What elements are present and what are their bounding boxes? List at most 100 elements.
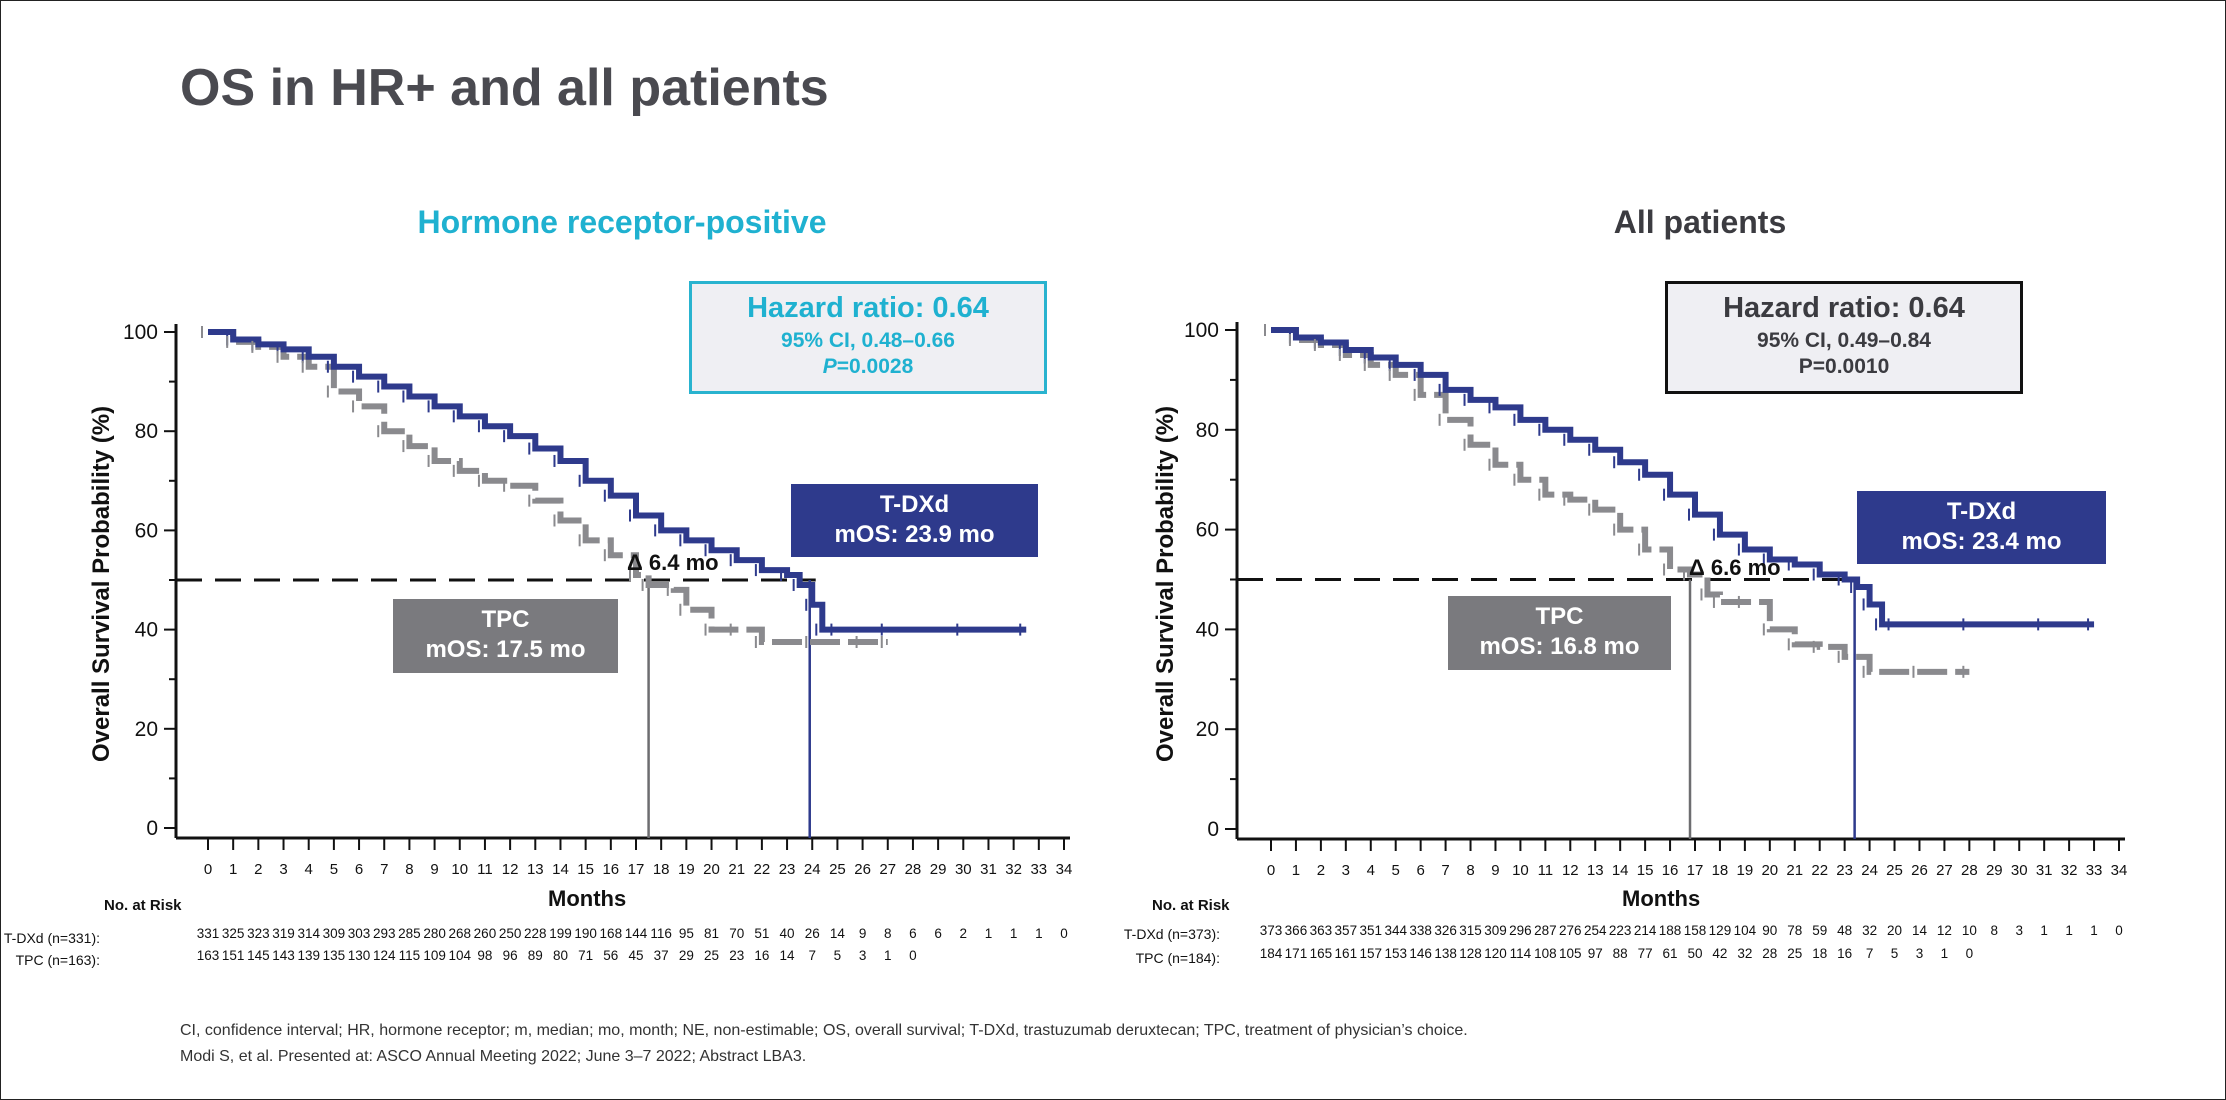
at-risk-value-tdxd: 1 (1010, 926, 1018, 941)
at-risk-value-tdxd: 3 (2015, 923, 2023, 938)
tpc-survival-curve (208, 329, 888, 645)
at-risk-value-tpc: 120 (1484, 946, 1507, 961)
at-risk-value-tdxd: 168 (600, 926, 623, 941)
x-tick-label: 27 (1936, 862, 1953, 879)
at-risk-value-tdxd: 228 (524, 926, 547, 941)
at-risk-header-left: No. at Risk (104, 897, 182, 914)
y-tick-label: 100 (123, 321, 158, 344)
at-risk-value-tdxd: 10 (1962, 923, 1977, 938)
tpc-label-mos: mOS: 17.5 mo (425, 636, 586, 663)
p-value: =0.0010 (1812, 355, 1890, 378)
at-risk-value-tpc: 109 (423, 948, 446, 963)
tpc-median-label-right: TPC mOS: 16.8 mo (1448, 596, 1671, 670)
tdxd-label-name: T-DXd (1946, 498, 2017, 525)
at-risk-value-tdxd: 1 (985, 926, 993, 941)
hazard-ratio-text: Hazard ratio: 0.64 (1723, 292, 1965, 324)
y-tick-label: 40 (1196, 618, 1219, 641)
p-value: =0.0028 (836, 355, 914, 378)
x-tick-label: 2 (254, 861, 262, 878)
at-risk-value-tdxd: 293 (373, 926, 396, 941)
y-tick-label: 0 (146, 817, 158, 840)
at-risk-value-tpc: 135 (323, 948, 346, 963)
at-risk-value-tdxd: 287 (1534, 923, 1557, 938)
at-risk-value-tdxd: 303 (348, 926, 371, 941)
at-risk-value-tpc: 98 (477, 948, 492, 963)
at-risk-value-tdxd: 214 (1634, 923, 1657, 938)
x-tick-label: 1 (229, 861, 237, 878)
at-risk-value-tdxd: 8 (884, 926, 892, 941)
at-risk-value-tpc: 71 (578, 948, 593, 963)
at-risk-value-tdxd: 190 (574, 926, 597, 941)
x-tick-label: 1 (1292, 862, 1300, 879)
at-risk-value-tdxd: 1 (1035, 926, 1043, 941)
at-risk-value-tdxd: 338 (1409, 923, 1432, 938)
x-tick-label: 11 (477, 861, 493, 878)
x-tick-label: 6 (355, 861, 363, 878)
at-risk-value-tpc: 143 (272, 948, 295, 963)
at-risk-value-tpc: 184 (1260, 946, 1283, 961)
at-risk-value-tpc: 7 (1866, 946, 1874, 961)
at-risk-value-tdxd: 250 (499, 926, 522, 941)
x-tick-label: 16 (1662, 862, 1679, 879)
at-risk-value-tpc: 7 (808, 948, 816, 963)
x-tick-label: 27 (879, 861, 896, 878)
x-tick-label: 0 (204, 861, 212, 878)
at-risk-value-tdxd: 199 (549, 926, 572, 941)
at-risk-value-tdxd: 104 (1734, 923, 1757, 938)
chart-title-all-patients: All patients (1613, 204, 1787, 240)
at-risk-value-tpc: 145 (247, 948, 270, 963)
x-tick-label: 25 (1886, 862, 1903, 879)
x-tick-label: 29 (930, 861, 947, 878)
x-tick-label: 18 (1712, 862, 1729, 879)
at-risk-value-tdxd: 309 (323, 926, 346, 941)
at-risk-value-tpc: 108 (1534, 946, 1557, 961)
x-tick-label: 15 (1637, 862, 1654, 879)
x-tick-label: 2 (1317, 862, 1325, 879)
x-tick-label: 13 (1587, 862, 1604, 879)
at-risk-value-tpc: 130 (348, 948, 371, 963)
at-risk-value-tpc: 16 (754, 948, 769, 963)
at-risk-value-tdxd: 223 (1609, 923, 1632, 938)
x-tick-label: 30 (955, 861, 972, 878)
at-risk-value-tdxd: 188 (1659, 923, 1682, 938)
x-tick-label: 5 (1392, 862, 1400, 879)
at-risk-value-tpc: 146 (1409, 946, 1432, 961)
tdxd-median-label-right: T-DXd mOS: 23.4 mo (1857, 491, 2106, 564)
x-tick-label: 30 (2011, 862, 2028, 879)
at-risk-value-tpc: 115 (399, 948, 421, 963)
at-risk-value-tpc: 3 (1916, 946, 1924, 961)
at-risk-value-tdxd: 81 (704, 926, 719, 941)
tdxd-survival-curve (208, 329, 1027, 633)
at-risk-row-name: T-DXd (n=373): (1123, 926, 1220, 942)
x-tick-label: 14 (552, 861, 569, 878)
at-risk-value-tpc: 0 (1966, 946, 1974, 961)
hazard-ratio-text: Hazard ratio: 0.64 (747, 292, 989, 324)
at-risk-value-tdxd: 331 (197, 926, 220, 941)
slide-title: OS in HR+ and all patients (180, 59, 829, 117)
at-risk-value-tpc: 29 (679, 948, 694, 963)
at-risk-value-tdxd: 1 (2040, 923, 2048, 938)
at-risk-value-tpc: 80 (553, 948, 568, 963)
x-tick-label: 15 (577, 861, 594, 878)
at-risk-value-tdxd: 2 (960, 926, 968, 941)
at-risk-value-tdxd: 14 (830, 926, 846, 941)
at-risk-value-tpc: 165 (1310, 946, 1333, 961)
at-risk-value-tdxd: 40 (780, 926, 795, 941)
confidence-interval-text: 95% CI, 0.48–0.66 (781, 329, 955, 352)
at-risk-value-tdxd: 351 (1359, 923, 1382, 938)
x-tick-label: 26 (854, 861, 871, 878)
at-risk-value-tdxd: 14 (1912, 923, 1928, 938)
at-risk-value-tdxd: 158 (1684, 923, 1707, 938)
at-risk-value-tdxd: 326 (1434, 923, 1457, 938)
at-risk-row-name: TPC (n=184): (1135, 950, 1220, 966)
at-risk-value-tpc: 124 (373, 948, 396, 963)
at-risk-row-name: T-DXd (n=331): (3, 930, 100, 946)
p-value-text: P=0.0028 (692, 355, 1044, 379)
x-tick-label: 9 (1491, 862, 1499, 879)
tpc-label-mos: mOS: 16.8 mo (1479, 633, 1640, 660)
x-tick-label: 20 (1761, 862, 1778, 879)
at-risk-value-tpc: 96 (503, 948, 518, 963)
at-risk-value-tpc: 16 (1837, 946, 1852, 961)
x-tick-label: 8 (405, 861, 413, 878)
